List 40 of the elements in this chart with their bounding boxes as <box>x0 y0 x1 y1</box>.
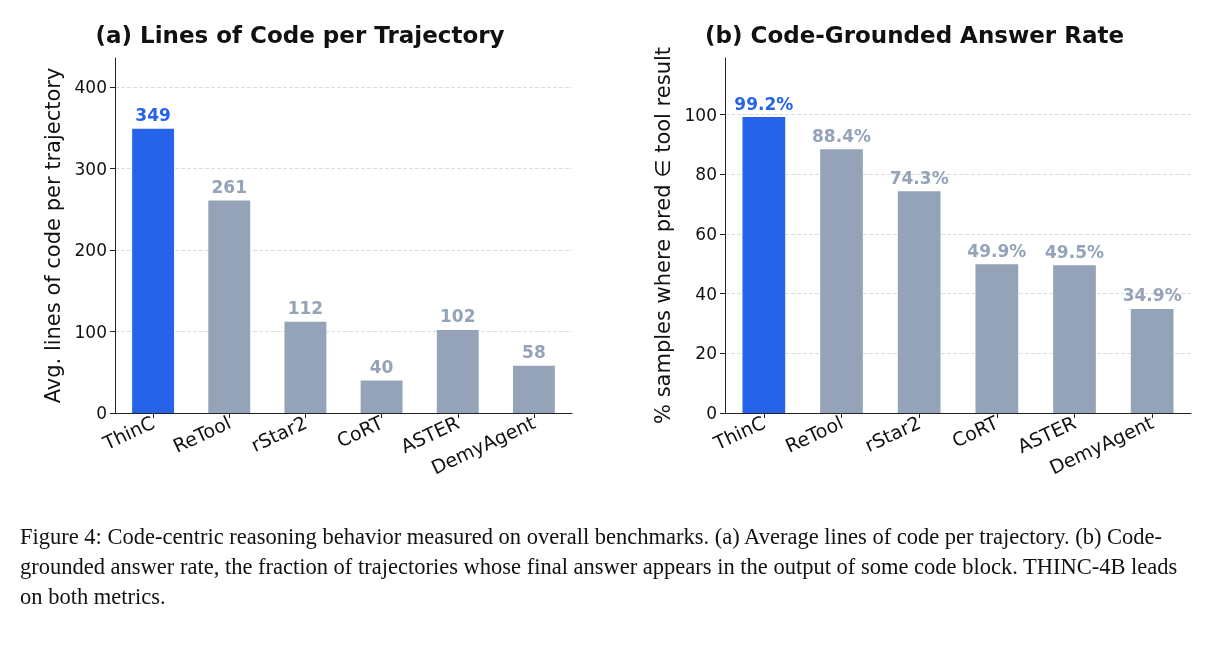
data-label: 40 <box>369 356 394 377</box>
bar <box>208 200 251 413</box>
bar <box>284 321 327 413</box>
bar <box>897 191 941 413</box>
y-tick-label: 20 <box>695 343 717 364</box>
y-axis-title: Avg. lines of code per trajectory <box>41 67 66 404</box>
x-tick-label: CoRT <box>948 410 1002 452</box>
y-tick-label: 60 <box>695 224 717 245</box>
bar <box>360 380 403 413</box>
bar <box>1130 308 1174 413</box>
chart-title: (a) Lines of Code per Trajectory <box>95 21 505 48</box>
data-label: 88.4% <box>812 125 871 146</box>
bar <box>512 365 555 413</box>
data-label: 99.2% <box>734 93 794 114</box>
y-axis-title: % samples where pred ∈ tool result <box>651 46 676 425</box>
data-label: 112 <box>287 298 324 319</box>
bar <box>820 149 863 413</box>
y-tick-label: 400 <box>74 77 107 98</box>
caption: Figure 4: Code-centric reasoning behavior measured on overall benchmarks. (a) Average lines of code per trajectory. (b) Code-grounded answer rate, the fraction of trajectories whose final answer appears in the output of some code block. THINC-4B leads on both metrics. <box>20 523 1179 611</box>
data-label: 49.9% <box>967 240 1027 261</box>
y-tick-label: 300 <box>74 158 107 179</box>
bar <box>975 264 1019 413</box>
data-label: 49.5% <box>1045 241 1104 262</box>
bar <box>1053 265 1096 413</box>
bar <box>132 128 175 413</box>
data-label: 102 <box>440 306 476 327</box>
y-tick-label: 80 <box>695 164 717 185</box>
bar <box>742 117 786 413</box>
y-tick-label: 40 <box>695 283 717 304</box>
y-tick-label: 200 <box>74 240 107 261</box>
chart-title: (b) Code-Grounded Answer Rate <box>705 21 1124 48</box>
data-label: 34.9% <box>1122 285 1182 306</box>
y-tick-label: 100 <box>684 104 717 125</box>
bar <box>436 329 479 413</box>
x-tick-label: CoRT <box>333 410 387 452</box>
data-label: 261 <box>211 176 247 197</box>
data-label: 349 <box>135 105 171 126</box>
y-tick-label: 100 <box>74 321 107 342</box>
data-label: 58 <box>522 342 546 363</box>
data-label: 74.3% <box>889 167 949 188</box>
